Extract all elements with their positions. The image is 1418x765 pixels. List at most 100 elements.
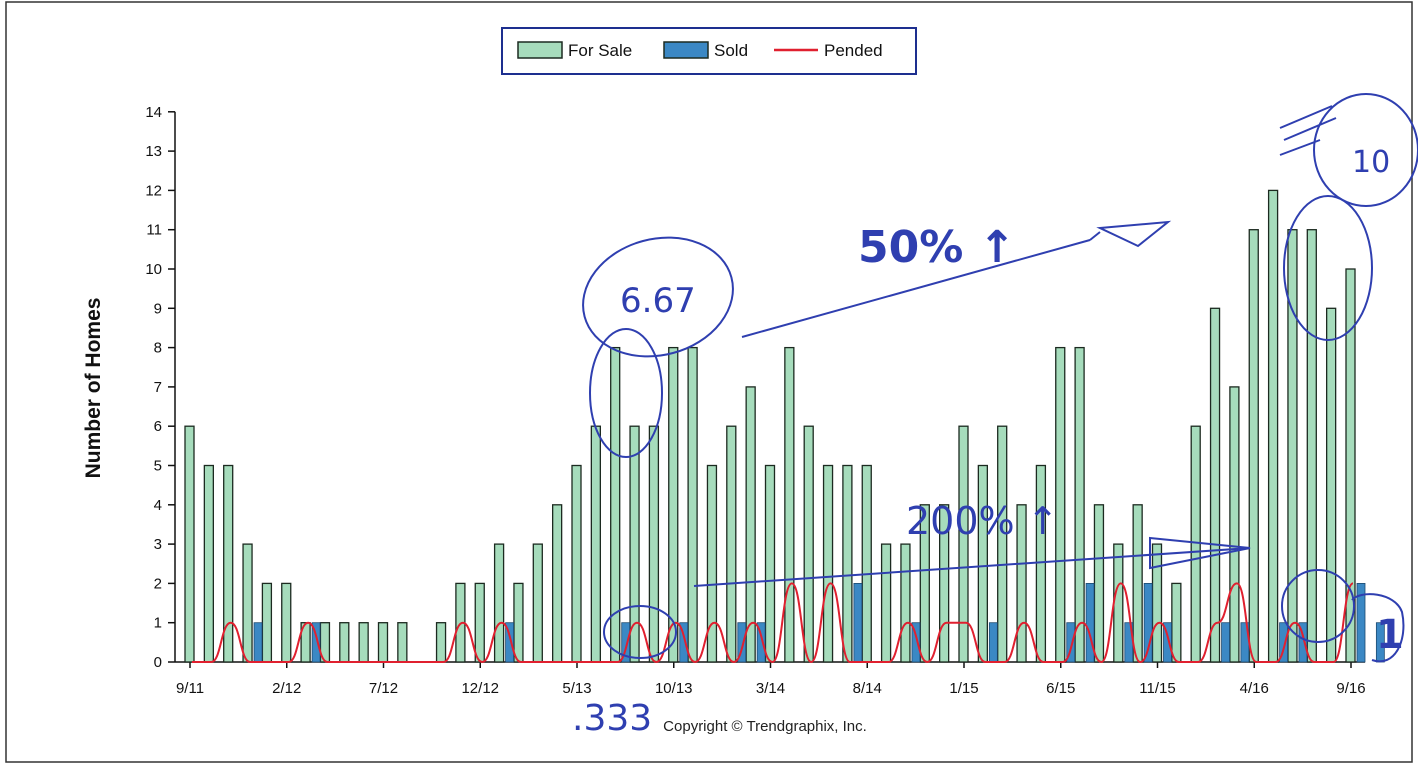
for-sale-bar bbox=[745, 386, 756, 663]
legend-box bbox=[501, 27, 917, 75]
for-sale-bar bbox=[939, 504, 950, 663]
annotation-right-bottom-text: 1 bbox=[1376, 612, 1404, 658]
for-sale-bar bbox=[1267, 189, 1279, 663]
sold-bar bbox=[311, 622, 321, 663]
for-sale-bar bbox=[880, 543, 892, 663]
y-tick-label: 4 bbox=[154, 497, 162, 514]
legend-label-for-sale: For Sale bbox=[568, 41, 632, 60]
y-tick-label: 13 bbox=[145, 143, 162, 160]
pended-line bbox=[192, 582, 1354, 664]
x-tick-label: 11/15 bbox=[1139, 680, 1175, 697]
for-sale-bar bbox=[532, 543, 543, 663]
annotation-text-top: 50% ↑ bbox=[858, 222, 1016, 273]
for-sale-bar bbox=[1151, 543, 1163, 663]
y-tick-label: 7 bbox=[154, 379, 162, 396]
for-sale-bar bbox=[203, 464, 215, 663]
sold-bar bbox=[756, 622, 766, 663]
for-sale-bar bbox=[1326, 307, 1337, 663]
for-sale-bar bbox=[900, 543, 911, 663]
sold-bar bbox=[505, 622, 515, 663]
for-sale-bar bbox=[1074, 346, 1085, 663]
annotation-arrow-lower bbox=[693, 547, 1251, 587]
for-sale-bar bbox=[784, 346, 795, 663]
annotation-circle-small bbox=[603, 605, 677, 659]
for-sale-bar bbox=[184, 425, 195, 663]
for-sale-bar bbox=[1287, 229, 1298, 663]
sold-bar bbox=[1085, 583, 1095, 663]
sold-bar bbox=[1298, 622, 1308, 663]
for-sale-bar bbox=[571, 464, 582, 663]
legend-swatch-sold bbox=[663, 41, 709, 59]
legend: For Sale Sold Pended bbox=[501, 27, 917, 75]
for-sale-bar bbox=[629, 425, 640, 663]
copyright-text: Copyright © Trendgraphix, Inc. bbox=[663, 718, 867, 735]
for-sale-bar bbox=[687, 346, 698, 663]
for-sale-bar bbox=[223, 464, 234, 663]
for-sale-bar bbox=[242, 543, 253, 663]
for-sale-bar bbox=[281, 582, 292, 663]
y-tick-label: 10 bbox=[145, 261, 162, 278]
y-tick-label: 3 bbox=[154, 536, 162, 553]
for-sale-bar bbox=[706, 464, 718, 663]
annotation-circle-top-left bbox=[582, 236, 734, 358]
annotation-circle-top-right bbox=[1313, 93, 1418, 207]
x-tick-label: 10/13 bbox=[655, 680, 693, 697]
for-sale-bar bbox=[1306, 229, 1317, 663]
sold-bar bbox=[1163, 622, 1172, 663]
sold-bar bbox=[911, 622, 921, 663]
for-sale-bar bbox=[764, 464, 776, 663]
y-tick-label: 8 bbox=[154, 340, 162, 357]
for-sale-bars bbox=[184, 189, 1356, 663]
x-tick-label: 12/12 bbox=[461, 680, 499, 697]
sold-bar bbox=[1221, 622, 1230, 663]
x-tick-label: 9/16 bbox=[1336, 680, 1365, 697]
annotation-circle-bottom-right bbox=[1281, 569, 1355, 643]
for-sale-bar bbox=[377, 622, 389, 663]
for-sale-bar bbox=[1209, 307, 1221, 663]
annotation-circle-right bbox=[1283, 195, 1373, 341]
for-sale-bar bbox=[977, 464, 988, 663]
sold-bar bbox=[679, 622, 689, 663]
x-tick-label: 3/14 bbox=[756, 680, 785, 697]
for-sale-bar bbox=[726, 425, 737, 663]
for-sale-bar bbox=[435, 622, 447, 663]
handwritten-annotations bbox=[582, 93, 1418, 663]
for-sale-bar bbox=[1190, 425, 1201, 663]
annotation-text-mid: 200% ↑ bbox=[906, 499, 1059, 543]
x-tick-label: 8/14 bbox=[853, 680, 882, 697]
x-tick-label: 4/16 bbox=[1240, 680, 1269, 697]
y-tick-label: 9 bbox=[154, 300, 162, 317]
for-sale-bar bbox=[1248, 229, 1259, 663]
for-sale-bar bbox=[339, 622, 350, 663]
for-sale-bar bbox=[958, 425, 969, 663]
for-sale-bar bbox=[358, 622, 369, 663]
for-sale-bar bbox=[397, 622, 408, 663]
for-sale-bar bbox=[861, 464, 872, 663]
x-tick-label: 1/15 bbox=[949, 680, 978, 697]
for-sale-bar bbox=[1093, 504, 1105, 663]
sold-bar bbox=[1279, 622, 1288, 663]
for-sale-bar bbox=[822, 464, 834, 663]
y-tick-label: 12 bbox=[145, 182, 162, 199]
for-sale-bar bbox=[1345, 268, 1356, 663]
for-sale-bar bbox=[474, 582, 485, 663]
y-tick-label: 5 bbox=[154, 458, 162, 475]
for-sale-bar bbox=[261, 582, 273, 663]
annotation-bottom-note: .333 bbox=[572, 698, 652, 739]
y-tick-label: 0 bbox=[154, 654, 162, 671]
x-tick-label: 7/12 bbox=[369, 680, 398, 697]
x-tick-label: 5/13 bbox=[562, 680, 591, 697]
for-sale-bar bbox=[1132, 504, 1143, 663]
sold-bar bbox=[621, 622, 631, 663]
legend-swatch-for-sale bbox=[517, 41, 563, 59]
y-tick-label: 1 bbox=[154, 615, 162, 632]
annotation-arrow-upper bbox=[741, 231, 1101, 338]
sold-bar bbox=[1356, 583, 1366, 663]
for-sale-bar bbox=[513, 582, 524, 663]
sold-bar bbox=[1143, 583, 1153, 663]
for-sale-bar bbox=[1035, 464, 1047, 663]
for-sale-bar bbox=[1171, 582, 1182, 663]
y-tick-label: 2 bbox=[154, 575, 162, 592]
for-sale-bar bbox=[1113, 543, 1124, 663]
